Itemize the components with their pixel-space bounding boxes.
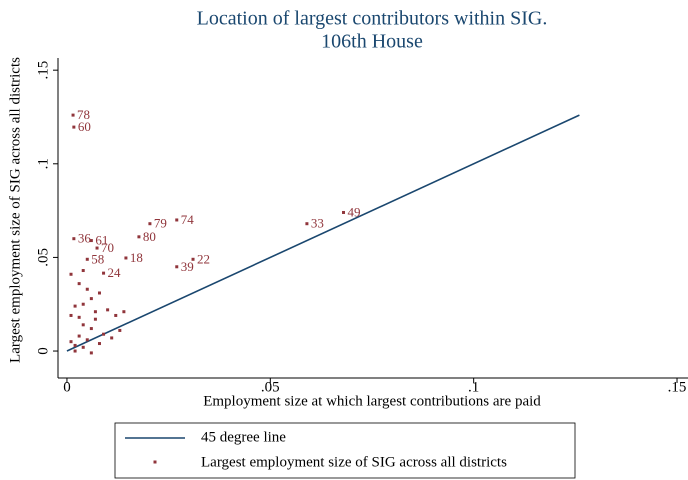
point-label: 36 — [78, 231, 92, 246]
point — [72, 125, 76, 129]
y-tick-label: 0 — [35, 347, 51, 355]
chart-title: Location of largest contributors within … — [197, 8, 548, 30]
y-axis-label: Largest employment size of SIG across al… — [7, 57, 23, 363]
point — [73, 343, 77, 347]
point — [110, 336, 114, 340]
point — [148, 222, 152, 226]
point — [72, 237, 76, 241]
point — [85, 257, 89, 261]
x-tick-label: .15 — [668, 379, 687, 395]
point-label: 58 — [91, 251, 104, 266]
chart-title: 106th House — [321, 31, 423, 53]
point — [77, 315, 81, 319]
x-tick-label: .1 — [468, 379, 479, 395]
point — [97, 342, 101, 346]
x-axis-label: Employment size at which largest contrib… — [203, 393, 541, 409]
point — [81, 269, 85, 273]
point-label: 24 — [108, 265, 122, 280]
point — [175, 218, 179, 222]
point — [69, 272, 73, 276]
point-label: 18 — [130, 250, 143, 265]
point — [106, 308, 110, 312]
point — [89, 327, 93, 331]
point — [191, 257, 195, 261]
point — [114, 313, 118, 317]
y-tick-label: .15 — [35, 61, 51, 80]
point-label: 80 — [143, 229, 156, 244]
point — [137, 235, 141, 239]
point — [93, 317, 97, 321]
point — [122, 310, 126, 314]
point — [89, 297, 93, 301]
point — [305, 222, 309, 226]
point — [77, 282, 81, 286]
point — [97, 291, 101, 295]
y-tick-label: .1 — [35, 158, 51, 169]
y-tick-label: .05 — [35, 248, 51, 267]
point — [81, 345, 85, 349]
point-label: 22 — [197, 251, 210, 266]
point — [102, 271, 106, 275]
point — [342, 210, 346, 214]
x-tick-label: .05 — [261, 379, 280, 395]
legend-label: 45 degree line — [201, 429, 286, 445]
point — [175, 265, 179, 269]
point — [73, 304, 77, 308]
point — [69, 313, 73, 317]
point-label: 33 — [311, 216, 324, 231]
point — [73, 349, 77, 353]
point-label: 49 — [348, 204, 361, 219]
point — [85, 287, 89, 291]
point-label: 78 — [77, 107, 90, 122]
legend — [114, 422, 576, 479]
point — [89, 351, 93, 355]
point — [85, 338, 89, 342]
point-label: 79 — [154, 216, 167, 231]
point — [118, 328, 122, 332]
point — [95, 246, 99, 250]
point-label: 74 — [181, 212, 195, 227]
point — [89, 239, 93, 243]
point — [81, 323, 85, 327]
diagonal-line — [66, 114, 580, 352]
point-label: 61 — [95, 233, 108, 248]
legend-label: Largest employment size of SIG across al… — [201, 454, 507, 470]
point — [93, 310, 97, 314]
point — [71, 113, 75, 117]
point-label: 70 — [101, 240, 114, 255]
point — [69, 340, 73, 344]
point — [124, 256, 128, 260]
legend-marker — [153, 460, 157, 464]
point — [102, 332, 106, 336]
point-label: 60 — [78, 119, 91, 134]
x-tick-label: 0 — [63, 379, 71, 395]
point — [77, 334, 81, 338]
point-label: 39 — [181, 259, 194, 274]
point — [81, 302, 85, 306]
